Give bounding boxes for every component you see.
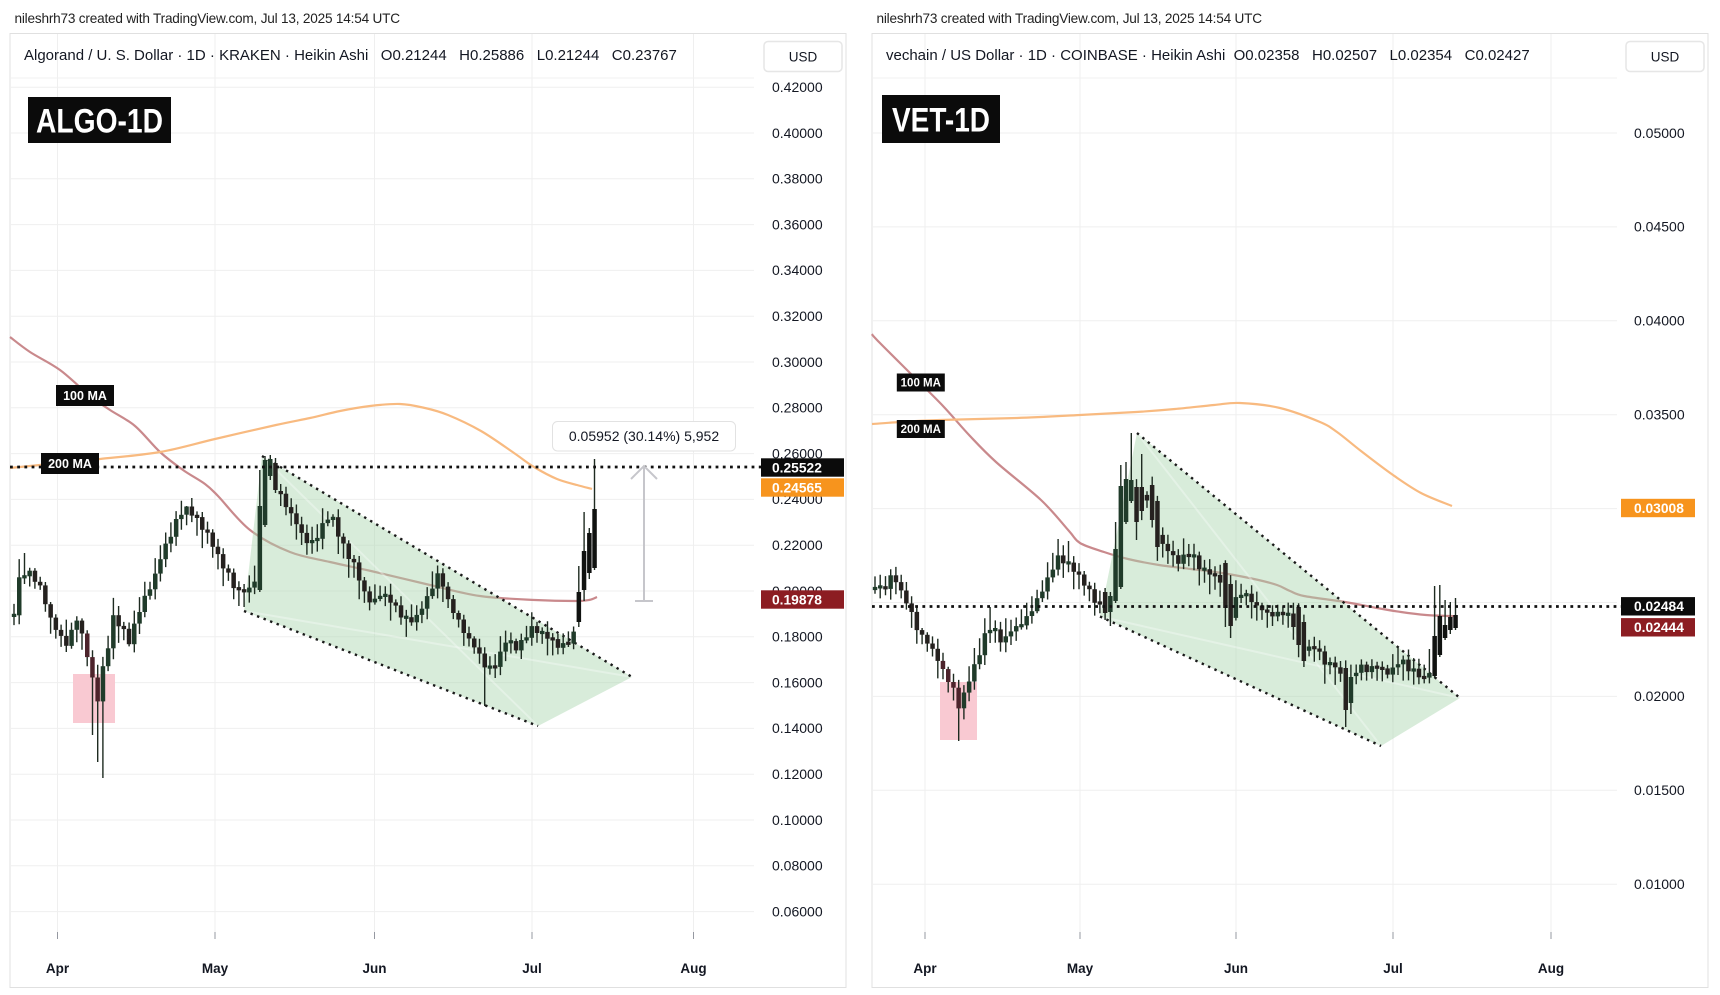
svg-text:0.36000: 0.36000 (772, 216, 823, 232)
svg-text:0.30000: 0.30000 (772, 354, 823, 370)
svg-text:May: May (1067, 961, 1094, 976)
svg-text:Jul: Jul (522, 961, 542, 976)
svg-text:0.03008: 0.03008 (1634, 501, 1684, 516)
svg-text:0.01500: 0.01500 (1634, 782, 1685, 798)
svg-text:0.14000: 0.14000 (772, 720, 823, 736)
svg-text:0.03500: 0.03500 (1634, 407, 1685, 423)
svg-text:ALGO-1D: ALGO-1D (36, 102, 163, 140)
svg-text:0.05000: 0.05000 (1634, 125, 1685, 141)
svg-text:May: May (202, 961, 229, 976)
svg-text:0.02444: 0.02444 (1634, 620, 1684, 635)
svg-text:0.22000: 0.22000 (772, 537, 823, 553)
svg-text:0.04500: 0.04500 (1634, 219, 1685, 235)
svg-text:Jun: Jun (1224, 961, 1248, 976)
svg-text:0.08000: 0.08000 (772, 858, 823, 874)
svg-text:0.32000: 0.32000 (772, 308, 823, 324)
svg-text:0.01000: 0.01000 (1634, 876, 1685, 892)
svg-text:100 MA: 100 MA (63, 389, 107, 403)
svg-text:0.18000: 0.18000 (772, 629, 823, 645)
svg-text:0.34000: 0.34000 (772, 262, 823, 278)
svg-text:VET-1D: VET-1D (892, 101, 990, 139)
svg-text:USD: USD (789, 50, 818, 65)
svg-text:0.42000: 0.42000 (772, 79, 823, 95)
svg-text:0.38000: 0.38000 (772, 171, 823, 187)
svg-text:nileshrh73 created with Tradin: nileshrh73 created with TradingView.com,… (15, 11, 401, 26)
svg-text:0.06000: 0.06000 (772, 903, 823, 919)
svg-text:0.40000: 0.40000 (772, 125, 823, 141)
svg-text:0.25522: 0.25522 (772, 460, 822, 475)
svg-text:100 MA: 100 MA (901, 378, 941, 390)
svg-text:0.02484: 0.02484 (1634, 599, 1684, 614)
svg-text:vechain / US Dollar · 1D · COI: vechain / US Dollar · 1D · COINBASE · He… (886, 47, 1530, 64)
svg-text:Jul: Jul (1383, 961, 1403, 976)
svg-text:0.26000: 0.26000 (772, 445, 823, 461)
svg-text:Apr: Apr (913, 961, 937, 976)
svg-text:Aug: Aug (1538, 961, 1564, 976)
svg-text:0.24565: 0.24565 (772, 480, 822, 495)
svg-text:Algorand / U. S. Dollar · 1D ·: Algorand / U. S. Dollar · 1D · KRAKEN · … (24, 47, 677, 64)
svg-text:0.19878: 0.19878 (772, 592, 822, 607)
svg-text:200 MA: 200 MA (901, 424, 941, 436)
svg-text:0.10000: 0.10000 (772, 812, 823, 828)
svg-text:USD: USD (1651, 50, 1680, 65)
svg-text:0.12000: 0.12000 (772, 766, 823, 782)
svg-text:0.16000: 0.16000 (772, 674, 823, 690)
svg-text:Aug: Aug (680, 961, 706, 976)
svg-text:200 MA: 200 MA (48, 457, 92, 471)
svg-text:0.04000: 0.04000 (1634, 313, 1685, 329)
svg-text:nileshrh73 created with Tradin: nileshrh73 created with TradingView.com,… (877, 11, 1263, 26)
svg-text:Jun: Jun (362, 961, 386, 976)
svg-text:0.05952 (30.14%) 5,952: 0.05952 (30.14%) 5,952 (569, 428, 719, 444)
svg-text:Apr: Apr (46, 961, 70, 976)
svg-text:0.02000: 0.02000 (1634, 688, 1685, 704)
svg-text:0.28000: 0.28000 (772, 400, 823, 416)
